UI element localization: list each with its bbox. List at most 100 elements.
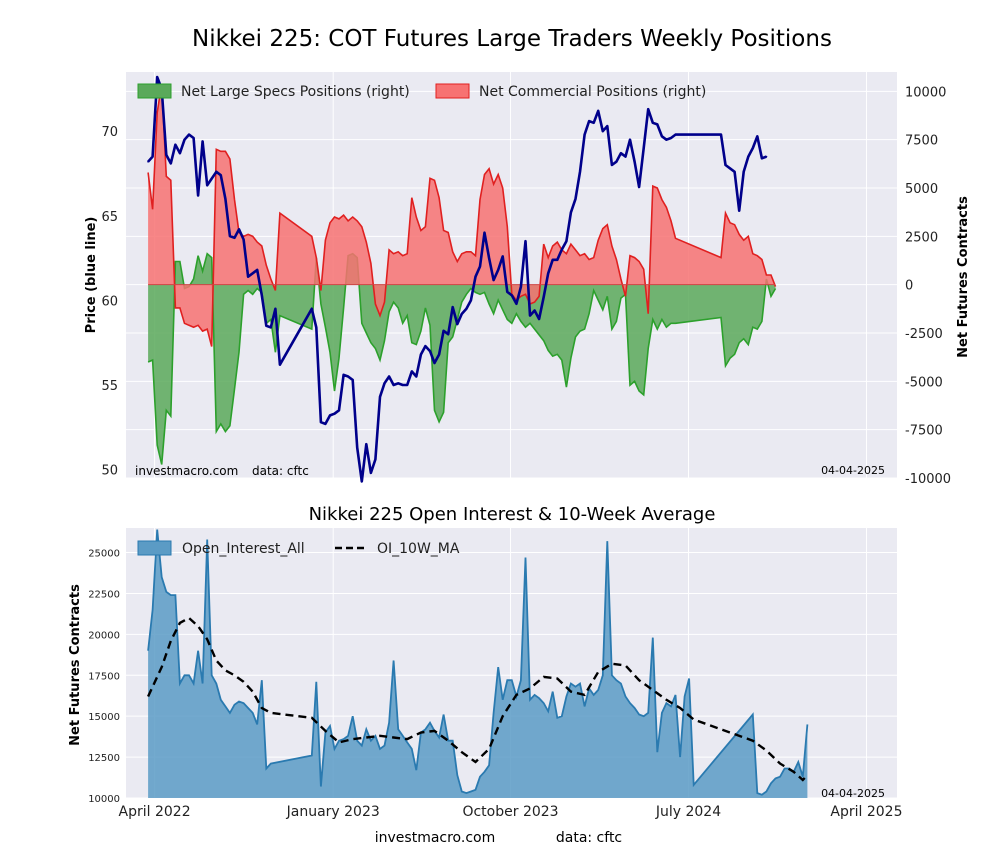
price-point-36 <box>338 409 340 412</box>
price-point-39 <box>351 379 354 381</box>
price-point-18 <box>229 235 231 238</box>
oi-ylabel: Net Futures Contracts <box>68 584 83 746</box>
price-point-64 <box>465 307 468 310</box>
price-ytick-1: 55 <box>101 379 118 394</box>
price-point-66 <box>474 275 477 278</box>
price-point-29 <box>279 363 281 366</box>
price-ytick-4: 70 <box>101 125 118 140</box>
price-point-23 <box>251 272 254 275</box>
price-point-93 <box>597 110 600 112</box>
price-point-67 <box>479 265 481 268</box>
oi-ytick-2: 15000 <box>88 712 120 723</box>
price-point-27 <box>269 326 272 329</box>
price-point-112 <box>724 164 727 166</box>
oi-title: Nikkei 225 Open Interest & 10-Week Avera… <box>309 504 716 525</box>
price-point-110 <box>674 133 677 136</box>
price-point-26 <box>265 324 268 327</box>
price-point-13 <box>206 184 209 187</box>
price-point-96 <box>611 164 613 166</box>
price-point-76 <box>520 285 522 288</box>
price-point-56 <box>429 350 431 352</box>
price-point-71 <box>497 269 500 271</box>
price-point-46 <box>383 382 386 385</box>
price-point-73 <box>506 291 509 293</box>
price-point-98 <box>620 152 622 155</box>
price-point-115 <box>738 209 741 212</box>
price-point-69 <box>488 257 490 259</box>
legend-swatch-specs <box>137 83 172 99</box>
price-point-85 <box>560 248 563 251</box>
price-legend: Net Large Specs Positions (right) Net Co… <box>137 83 706 100</box>
price-point-43 <box>370 472 372 474</box>
price-point-120 <box>761 157 763 160</box>
price-point-16 <box>219 174 222 177</box>
price-point-84 <box>556 258 559 261</box>
price-point-17 <box>224 198 227 200</box>
price-point-113 <box>729 167 731 170</box>
price-ylabel: Price (blue line) <box>84 217 99 334</box>
price-point-105 <box>651 121 654 124</box>
price-point-90 <box>583 133 586 136</box>
commercial-area <box>148 83 776 347</box>
price-point-10 <box>192 137 195 139</box>
price-point-34 <box>329 414 331 417</box>
price-point-38 <box>347 375 349 378</box>
price-y2tick-6: 5000 <box>905 182 938 197</box>
price-series <box>147 75 777 483</box>
price-point-91 <box>588 120 590 122</box>
oi-ytick-3: 17500 <box>88 671 120 682</box>
footer-site: investmacro.com <box>375 830 495 846</box>
price-y2tick-8: 10000 <box>905 85 946 100</box>
price-point-49 <box>397 382 400 385</box>
price-point-100 <box>629 138 631 141</box>
price-point-20 <box>238 228 240 231</box>
price-point-45 <box>379 395 381 398</box>
price-point-31 <box>315 326 318 329</box>
price-y2tick-2: -5000 <box>905 375 943 390</box>
price-point-79 <box>533 309 536 312</box>
oi-ytick-0: 10000 <box>88 794 120 805</box>
oi-line <box>147 529 809 796</box>
price-point-99 <box>624 155 627 158</box>
price-point-21 <box>242 238 245 241</box>
price-point-24 <box>256 269 259 271</box>
watermark-site: investmacro.com <box>135 464 238 478</box>
price-point-88 <box>574 198 577 200</box>
price-point-12 <box>201 140 204 143</box>
price-point-89 <box>579 170 581 173</box>
legend-swatch-oi <box>137 540 172 556</box>
price-point-61 <box>451 306 454 308</box>
price-point-119 <box>756 135 759 138</box>
price-point-111 <box>720 133 722 136</box>
price-point-35 <box>333 412 336 415</box>
price-point-63 <box>460 313 463 315</box>
price-point-30 <box>310 307 313 310</box>
price-ytick-2: 60 <box>101 294 118 309</box>
price-ytick-3: 65 <box>101 210 118 225</box>
price-point-60 <box>447 333 450 336</box>
price-point-9 <box>188 133 190 136</box>
oi-axes: 10000 12500 15000 17500 20000 22500 25000 April… <box>88 549 902 820</box>
oi-ytick-1: 12500 <box>88 753 120 764</box>
price-point-78 <box>529 314 531 317</box>
price-point-33 <box>324 423 327 425</box>
price-y2tick-7: 7500 <box>905 134 938 149</box>
price-point-106 <box>656 123 659 126</box>
price-point-116 <box>742 170 745 173</box>
footer-data: data: cftc <box>556 830 622 846</box>
oi-ytick-5: 22500 <box>88 589 120 600</box>
price-point-48 <box>392 384 395 386</box>
price-line <box>147 75 767 483</box>
price-point-32 <box>320 421 322 424</box>
price-point-87 <box>570 211 572 214</box>
price-point-14 <box>210 177 213 180</box>
oi-xtick-4: April 2025 <box>830 804 902 820</box>
oi-ytick-4: 20000 <box>88 630 120 641</box>
legend-label-oi: Open_Interest_All <box>182 541 305 557</box>
price-ytick-0: 50 <box>101 464 118 479</box>
oi-ytick-6: 25000 <box>88 549 120 560</box>
oi-xtick-2: October 2023 <box>462 804 558 820</box>
specs-line <box>147 252 777 465</box>
price-point-83 <box>551 258 554 261</box>
